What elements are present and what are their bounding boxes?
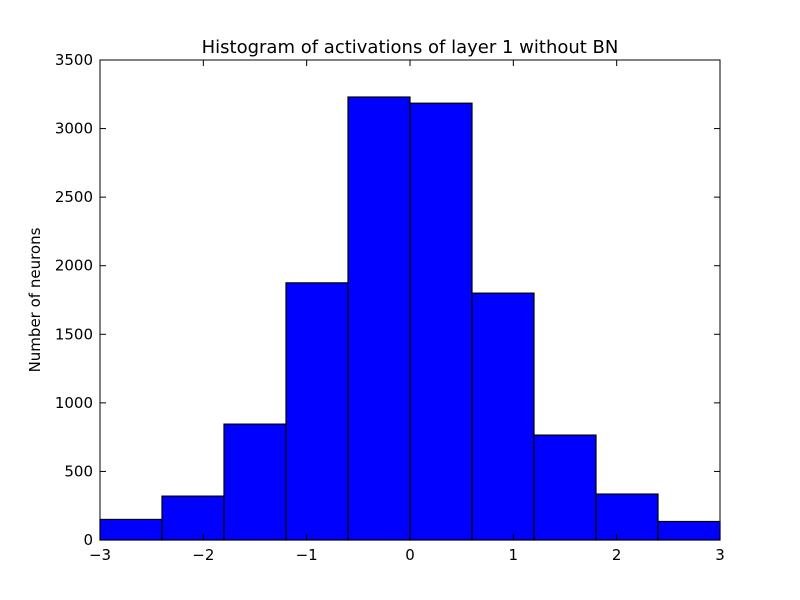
x-tick-label: −2 <box>192 546 214 564</box>
y-tick-label: 2000 <box>55 257 93 275</box>
histogram-bar <box>657 520 721 541</box>
histogram-bar <box>471 292 535 541</box>
y-tick-label: 3000 <box>55 120 93 138</box>
histogram-bar <box>161 495 225 541</box>
histogram-bar <box>595 493 659 541</box>
histogram-bar <box>347 96 411 541</box>
histogram-bar <box>533 434 597 541</box>
x-tick-label: −1 <box>296 546 318 564</box>
y-tick-label: 3500 <box>55 51 93 69</box>
y-tick-label: 1000 <box>55 394 93 412</box>
y-tick-label: 2500 <box>55 188 93 206</box>
histogram-bar <box>223 423 287 541</box>
chart-title: Histogram of activations of layer 1 with… <box>202 37 619 58</box>
histogram-bar <box>99 518 163 541</box>
ticks-group: −3 −2 −1 0 1 2 3 0 500 1000 1500 2000 2500 3000 3500 <box>55 51 725 564</box>
bars-group <box>99 96 721 541</box>
x-tick-label: 3 <box>715 546 725 564</box>
y-tick-label: 500 <box>64 462 93 480</box>
x-tick-label: −3 <box>89 546 111 564</box>
y-axis-label: Number of neurons <box>26 227 44 372</box>
y-tick-label: 0 <box>83 531 93 549</box>
x-tick-label: 0 <box>405 546 415 564</box>
x-tick-label: 2 <box>612 546 622 564</box>
histogram-bar <box>409 102 473 541</box>
x-tick-label: 1 <box>509 546 519 564</box>
histogram-bar <box>285 282 349 541</box>
y-tick-label: 1500 <box>55 325 93 343</box>
